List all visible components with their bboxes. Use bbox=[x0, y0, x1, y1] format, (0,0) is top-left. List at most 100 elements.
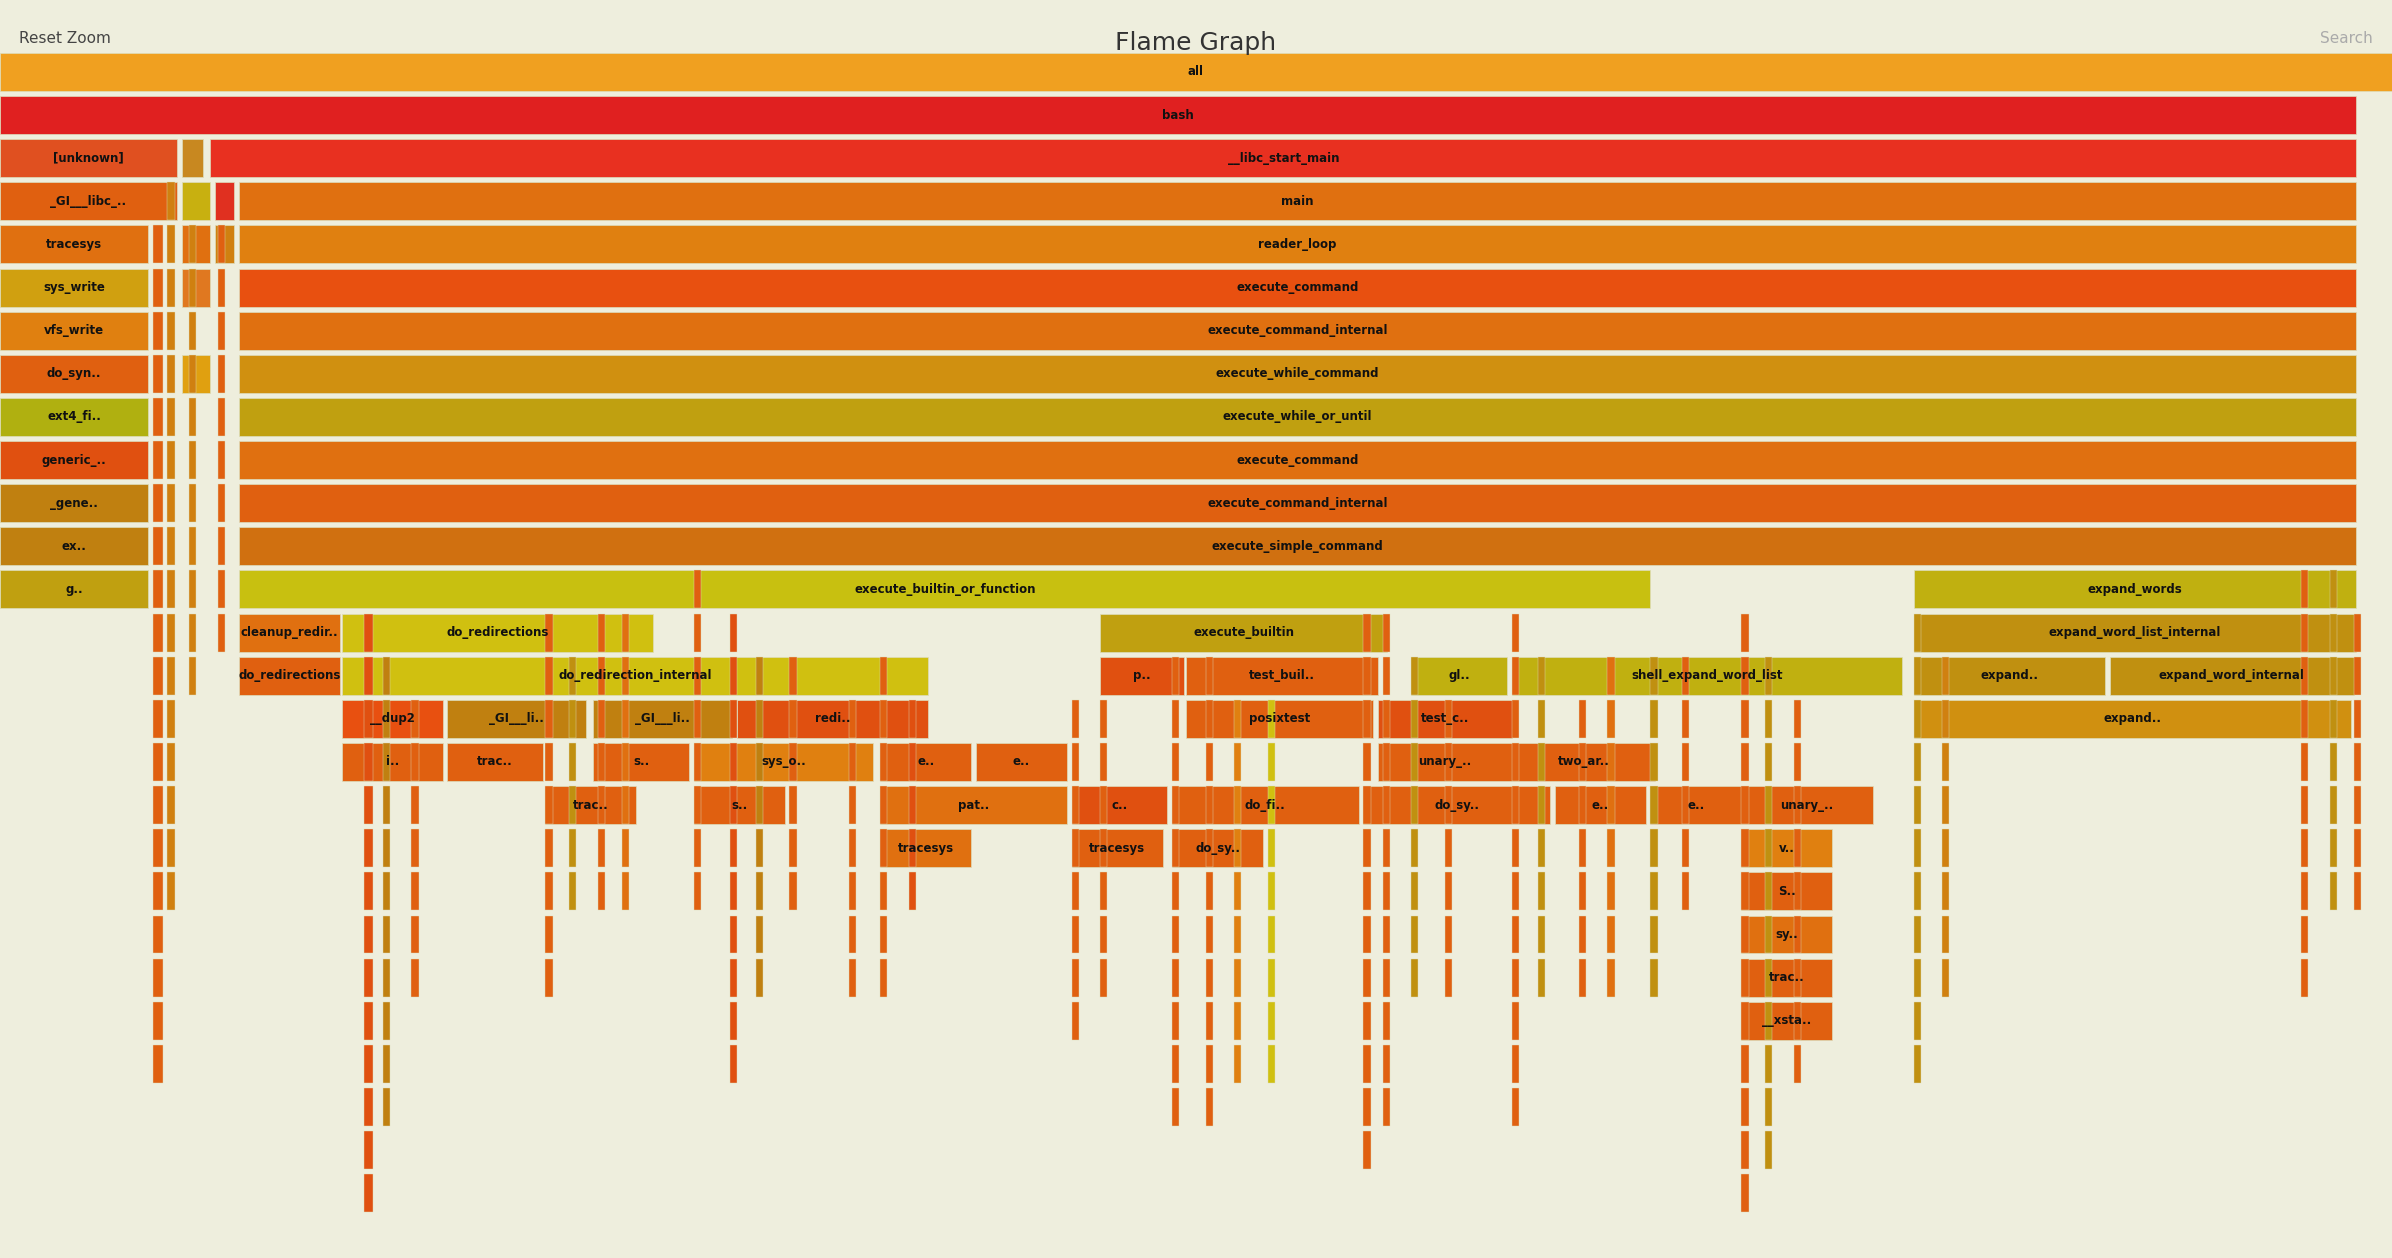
FancyBboxPatch shape bbox=[1411, 657, 1507, 694]
FancyBboxPatch shape bbox=[1765, 829, 1772, 867]
FancyBboxPatch shape bbox=[1538, 786, 1545, 824]
FancyBboxPatch shape bbox=[167, 699, 175, 738]
FancyBboxPatch shape bbox=[218, 312, 225, 350]
FancyBboxPatch shape bbox=[1072, 786, 1079, 824]
FancyBboxPatch shape bbox=[411, 959, 419, 996]
FancyBboxPatch shape bbox=[218, 527, 225, 565]
FancyBboxPatch shape bbox=[1445, 916, 1452, 954]
FancyBboxPatch shape bbox=[598, 872, 605, 911]
FancyBboxPatch shape bbox=[909, 786, 916, 824]
FancyBboxPatch shape bbox=[2354, 743, 2361, 781]
FancyBboxPatch shape bbox=[2301, 872, 2308, 911]
Text: __xsta..: __xsta.. bbox=[1763, 1014, 1811, 1028]
FancyBboxPatch shape bbox=[1538, 959, 1545, 996]
FancyBboxPatch shape bbox=[167, 355, 175, 392]
FancyBboxPatch shape bbox=[1100, 743, 1107, 781]
Text: posixtest: posixtest bbox=[1249, 712, 1311, 726]
FancyBboxPatch shape bbox=[364, 1001, 373, 1040]
FancyBboxPatch shape bbox=[1172, 786, 1359, 824]
FancyBboxPatch shape bbox=[756, 699, 763, 738]
Text: _gene..: _gene.. bbox=[50, 497, 98, 509]
FancyBboxPatch shape bbox=[0, 570, 148, 609]
Text: test_c..: test_c.. bbox=[1421, 712, 1469, 726]
FancyBboxPatch shape bbox=[2330, 699, 2337, 738]
FancyBboxPatch shape bbox=[569, 743, 576, 781]
FancyBboxPatch shape bbox=[1607, 786, 1615, 824]
FancyBboxPatch shape bbox=[1794, 916, 1801, 954]
Text: e..: e.. bbox=[1012, 756, 1031, 769]
FancyBboxPatch shape bbox=[849, 699, 856, 738]
FancyBboxPatch shape bbox=[1100, 699, 1107, 738]
FancyBboxPatch shape bbox=[730, 916, 737, 954]
Text: unary_..: unary_.. bbox=[1780, 799, 1835, 811]
FancyBboxPatch shape bbox=[1512, 1001, 1519, 1040]
FancyBboxPatch shape bbox=[383, 829, 390, 867]
FancyBboxPatch shape bbox=[239, 225, 2356, 263]
FancyBboxPatch shape bbox=[1741, 959, 1749, 996]
FancyBboxPatch shape bbox=[1914, 1001, 1921, 1040]
FancyBboxPatch shape bbox=[1741, 614, 1749, 652]
FancyBboxPatch shape bbox=[153, 527, 163, 565]
FancyBboxPatch shape bbox=[2354, 699, 2361, 738]
FancyBboxPatch shape bbox=[545, 786, 553, 824]
FancyBboxPatch shape bbox=[2354, 786, 2361, 824]
FancyBboxPatch shape bbox=[182, 182, 210, 220]
FancyBboxPatch shape bbox=[1741, 786, 1873, 824]
FancyBboxPatch shape bbox=[189, 355, 196, 392]
FancyBboxPatch shape bbox=[694, 786, 701, 824]
FancyBboxPatch shape bbox=[1383, 916, 1390, 954]
FancyBboxPatch shape bbox=[1411, 699, 1418, 738]
FancyBboxPatch shape bbox=[1072, 829, 1079, 867]
FancyBboxPatch shape bbox=[1942, 916, 1949, 954]
FancyBboxPatch shape bbox=[2330, 570, 2337, 609]
FancyBboxPatch shape bbox=[153, 916, 163, 954]
FancyBboxPatch shape bbox=[1206, 916, 1213, 954]
Text: __libc_start_main: __libc_start_main bbox=[1227, 152, 1340, 165]
Text: _GI___li..: _GI___li.. bbox=[490, 712, 543, 726]
FancyBboxPatch shape bbox=[0, 442, 148, 479]
FancyBboxPatch shape bbox=[1100, 614, 1387, 652]
FancyBboxPatch shape bbox=[1741, 1001, 1832, 1040]
FancyBboxPatch shape bbox=[1445, 699, 1452, 738]
FancyBboxPatch shape bbox=[880, 657, 887, 694]
FancyBboxPatch shape bbox=[545, 959, 553, 996]
FancyBboxPatch shape bbox=[1741, 916, 1749, 954]
FancyBboxPatch shape bbox=[1172, 959, 1179, 996]
FancyBboxPatch shape bbox=[1765, 872, 1772, 911]
FancyBboxPatch shape bbox=[1383, 1088, 1390, 1126]
FancyBboxPatch shape bbox=[1650, 786, 1658, 824]
FancyBboxPatch shape bbox=[364, 959, 373, 996]
FancyBboxPatch shape bbox=[1268, 916, 1275, 954]
FancyBboxPatch shape bbox=[545, 916, 553, 954]
FancyBboxPatch shape bbox=[1942, 657, 1949, 694]
FancyBboxPatch shape bbox=[1538, 699, 1545, 738]
FancyBboxPatch shape bbox=[1741, 786, 1749, 824]
FancyBboxPatch shape bbox=[1411, 872, 1418, 911]
FancyBboxPatch shape bbox=[622, 699, 629, 738]
FancyBboxPatch shape bbox=[189, 614, 196, 652]
FancyBboxPatch shape bbox=[730, 699, 737, 738]
FancyBboxPatch shape bbox=[189, 484, 196, 522]
FancyBboxPatch shape bbox=[1765, 1001, 1772, 1040]
Text: bash: bash bbox=[1163, 108, 1194, 122]
FancyBboxPatch shape bbox=[1268, 1045, 1275, 1083]
FancyBboxPatch shape bbox=[383, 1001, 390, 1040]
Text: _GI___libc_..: _GI___libc_.. bbox=[50, 195, 127, 208]
FancyBboxPatch shape bbox=[909, 699, 916, 738]
FancyBboxPatch shape bbox=[2301, 570, 2308, 609]
FancyBboxPatch shape bbox=[189, 657, 196, 694]
FancyBboxPatch shape bbox=[1512, 916, 1519, 954]
FancyBboxPatch shape bbox=[1445, 829, 1452, 867]
Text: unary_..: unary_.. bbox=[1418, 756, 1471, 769]
FancyBboxPatch shape bbox=[1794, 786, 1801, 824]
FancyBboxPatch shape bbox=[342, 699, 443, 738]
FancyBboxPatch shape bbox=[1579, 916, 1586, 954]
FancyBboxPatch shape bbox=[1268, 699, 1275, 738]
FancyBboxPatch shape bbox=[1234, 786, 1241, 824]
FancyBboxPatch shape bbox=[167, 570, 175, 609]
FancyBboxPatch shape bbox=[0, 225, 148, 263]
FancyBboxPatch shape bbox=[1234, 916, 1241, 954]
FancyBboxPatch shape bbox=[218, 614, 225, 652]
FancyBboxPatch shape bbox=[598, 657, 605, 694]
FancyBboxPatch shape bbox=[1234, 1001, 1241, 1040]
